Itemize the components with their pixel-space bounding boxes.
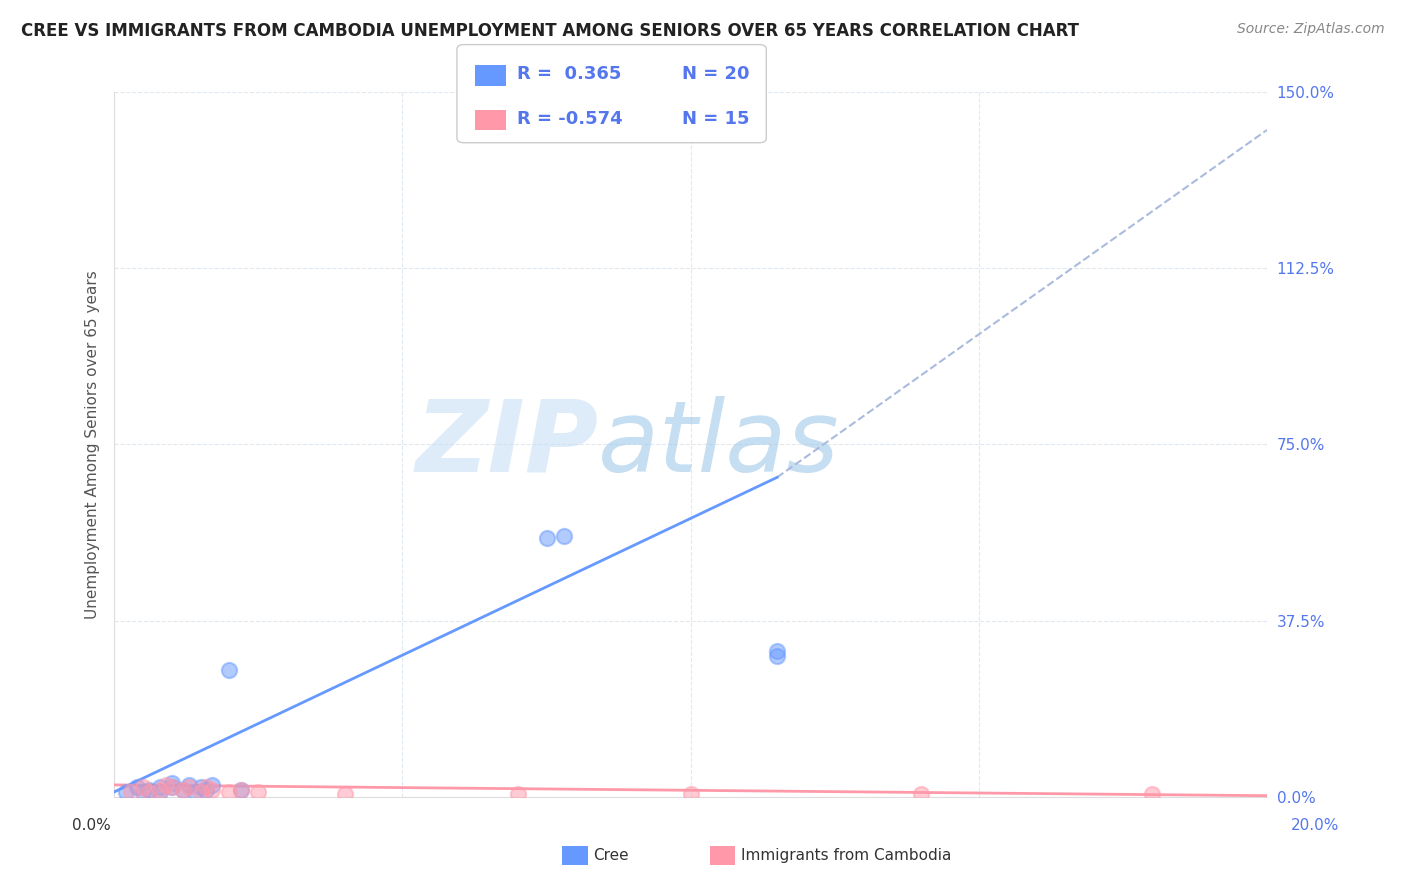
- Point: [190, 780, 212, 795]
- Point: [132, 785, 155, 799]
- Point: [218, 663, 240, 677]
- Point: [910, 787, 932, 801]
- Text: Source: ZipAtlas.com: Source: ZipAtlas.com: [1237, 22, 1385, 37]
- Point: [179, 780, 201, 795]
- Point: [247, 785, 270, 799]
- Point: [132, 780, 155, 795]
- Point: [127, 780, 149, 795]
- Point: [155, 778, 177, 792]
- Point: [184, 785, 207, 799]
- Point: [195, 780, 218, 795]
- Text: 20.0%: 20.0%: [1291, 818, 1339, 832]
- Point: [766, 644, 789, 658]
- Point: [149, 782, 172, 797]
- Point: [201, 782, 224, 797]
- Point: [536, 532, 558, 546]
- Point: [679, 787, 702, 801]
- Point: [229, 782, 252, 797]
- Point: [190, 785, 212, 799]
- Point: [114, 785, 136, 799]
- Point: [138, 782, 160, 797]
- Point: [172, 782, 194, 797]
- Point: [121, 785, 143, 799]
- Point: [160, 780, 183, 795]
- Point: [229, 782, 252, 797]
- Text: ZIP: ZIP: [415, 396, 599, 493]
- Point: [553, 529, 575, 543]
- Y-axis label: Unemployment Among Seniors over 65 years: Unemployment Among Seniors over 65 years: [86, 270, 100, 619]
- Point: [172, 782, 194, 797]
- Point: [138, 785, 160, 799]
- Point: [201, 778, 224, 792]
- Point: [333, 787, 356, 801]
- Text: Cree: Cree: [593, 848, 628, 863]
- Text: R =  0.365: R = 0.365: [517, 65, 621, 83]
- Point: [218, 785, 240, 799]
- Text: 0.0%: 0.0%: [72, 818, 111, 832]
- Point: [506, 787, 529, 801]
- Point: [195, 782, 218, 797]
- Text: atlas: atlas: [599, 396, 839, 493]
- Point: [160, 780, 183, 795]
- Text: N = 20: N = 20: [682, 65, 749, 83]
- Point: [1140, 787, 1163, 801]
- Point: [766, 648, 789, 663]
- Text: CREE VS IMMIGRANTS FROM CAMBODIA UNEMPLOYMENT AMONG SENIORS OVER 65 YEARS CORREL: CREE VS IMMIGRANTS FROM CAMBODIA UNEMPLO…: [21, 22, 1078, 40]
- Point: [149, 780, 172, 795]
- Text: Immigrants from Cambodia: Immigrants from Cambodia: [741, 848, 952, 863]
- Point: [149, 785, 172, 799]
- Point: [179, 778, 201, 792]
- Text: N = 15: N = 15: [682, 110, 749, 128]
- Text: R = -0.574: R = -0.574: [517, 110, 623, 128]
- Point: [160, 775, 183, 789]
